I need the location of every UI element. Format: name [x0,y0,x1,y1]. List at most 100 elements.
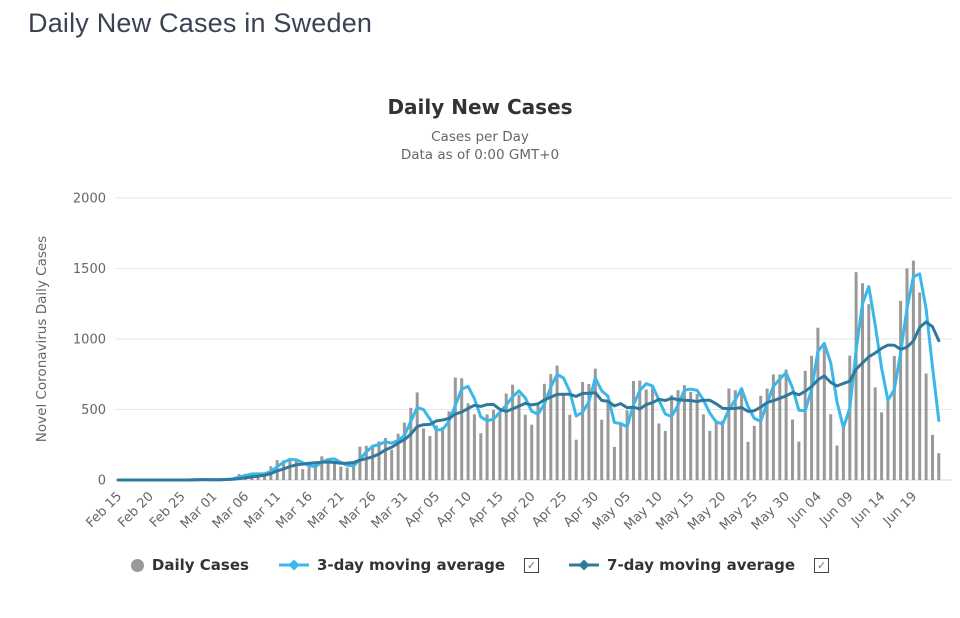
daily-cases-bar[interactable] [536,403,540,480]
daily-cases-bar[interactable] [892,355,896,480]
daily-cases-bar[interactable] [638,380,642,480]
daily-cases-bar[interactable] [663,430,667,480]
daily-cases-bar[interactable] [358,446,362,480]
daily-cases-bar[interactable] [460,378,464,480]
daily-cases-bar[interactable] [581,382,585,480]
daily-cases-bar[interactable] [479,433,483,480]
daily-cases-bar[interactable] [390,449,394,480]
daily-cases-bar[interactable] [396,433,400,480]
daily-cases-bar[interactable] [409,407,413,480]
daily-cases-bar[interactable] [523,414,527,480]
daily-cases-bar[interactable] [263,473,266,480]
daily-cases-bar[interactable] [352,463,356,480]
daily-cases-bar[interactable] [644,389,648,481]
daily-cases-bar[interactable] [765,388,769,480]
daily-cases-bar[interactable] [612,446,616,480]
daily-cases-bar[interactable] [415,392,419,480]
daily-cases-bar[interactable] [377,441,381,480]
daily-cases-bar[interactable] [835,445,839,481]
daily-cases-bar[interactable] [574,439,578,480]
daily-cases-bar[interactable] [453,377,457,480]
7day-avg-line[interactable] [116,320,941,482]
daily-cases-bar[interactable] [530,424,534,480]
daily-cases-bar[interactable] [651,387,654,481]
daily-cases-bar[interactable] [441,427,445,480]
daily-cases-bar[interactable] [294,460,298,480]
daily-cases-bar[interactable] [822,346,826,480]
daily-cases-bar[interactable] [339,466,343,480]
daily-cases-bar[interactable] [307,467,311,480]
daily-cases-bar[interactable] [676,390,680,480]
daily-cases-bar[interactable] [803,370,807,480]
daily-cases-bar[interactable] [498,412,502,480]
daily-cases-bar[interactable] [383,438,387,480]
daily-cases-bar[interactable] [402,422,406,480]
daily-cases-bar[interactable] [886,401,890,480]
daily-cases-bar[interactable] [593,368,597,480]
daily-cases-bar[interactable] [854,272,858,480]
daily-cases-bar[interactable] [288,458,292,480]
daily-cases-bar[interactable] [625,410,629,480]
daily-cases-bar[interactable] [778,374,782,480]
daily-cases-bar[interactable] [791,419,794,481]
daily-cases-bar[interactable] [740,387,744,481]
daily-cases-bar[interactable] [422,428,425,481]
daily-cases-bar[interactable] [905,268,909,481]
daily-cases-bar[interactable] [345,467,349,480]
daily-cases-bar[interactable] [313,463,317,480]
daily-cases-bar[interactable] [689,391,693,480]
daily-cases-bar[interactable] [657,423,661,481]
3day-avg-checkbox[interactable]: ✓ [524,557,540,573]
daily-cases-bar[interactable] [542,383,546,480]
daily-cases-bar[interactable] [771,374,775,480]
daily-cases-bar[interactable] [434,425,438,480]
daily-cases-bar[interactable] [447,411,451,480]
daily-cases-bar[interactable] [714,420,718,481]
daily-cases-bar[interactable] [371,446,375,480]
daily-cases-bar[interactable] [504,393,508,480]
daily-cases-bar[interactable] [682,385,686,480]
daily-cases-bar[interactable] [727,388,731,481]
daily-cases-bar[interactable] [600,419,604,480]
daily-cases-bar[interactable] [549,374,553,480]
daily-cases-bar[interactable] [899,300,903,480]
daily-cases-bar[interactable] [333,461,336,481]
daily-cases-bar[interactable] [466,403,470,480]
daily-cases-bar[interactable] [880,412,884,480]
7day-avg-checkbox[interactable]: ✓ [814,557,830,573]
daily-cases-bar[interactable] [721,420,724,481]
daily-cases-bar[interactable] [492,409,495,480]
daily-cases-bar[interactable] [326,459,330,480]
daily-cases-bar[interactable] [937,453,941,480]
daily-cases-bar[interactable] [873,387,877,480]
daily-cases-bar[interactable] [867,304,871,480]
daily-cases-bar[interactable] [829,414,833,480]
daily-cases-bar[interactable] [320,456,324,480]
daily-cases-bar[interactable] [861,283,864,480]
daily-cases-bar[interactable] [911,260,915,480]
legend-item-7day-avg[interactable]: 7-day moving average ✓ [569,556,830,574]
daily-cases-bar[interactable] [364,445,368,480]
daily-cases-bar[interactable] [733,390,737,480]
daily-cases-bar[interactable] [632,381,635,480]
daily-cases-bar[interactable] [301,469,305,480]
daily-cases-bar[interactable] [695,394,699,480]
daily-cases-bar[interactable] [931,434,934,480]
daily-cases-bar[interactable] [619,423,623,480]
daily-cases-bar[interactable] [848,355,852,480]
daily-cases-bar[interactable] [568,414,572,480]
daily-cases-bar[interactable] [810,355,814,480]
daily-cases-bar[interactable] [816,327,820,480]
daily-cases-bar[interactable] [511,384,515,480]
3day-avg-line[interactable] [116,272,941,482]
daily-cases-bar[interactable] [555,365,559,481]
daily-cases-bar[interactable] [562,394,565,480]
daily-cases-bar[interactable] [746,441,750,480]
daily-cases-bar[interactable] [670,395,674,480]
legend-item-daily-cases[interactable]: Daily Cases [130,556,249,574]
daily-cases-bar[interactable] [784,369,788,481]
daily-cases-bar[interactable] [587,384,591,480]
daily-cases-bar[interactable] [924,373,928,481]
daily-cases-bar[interactable] [841,423,845,480]
daily-cases-bar[interactable] [428,436,432,480]
